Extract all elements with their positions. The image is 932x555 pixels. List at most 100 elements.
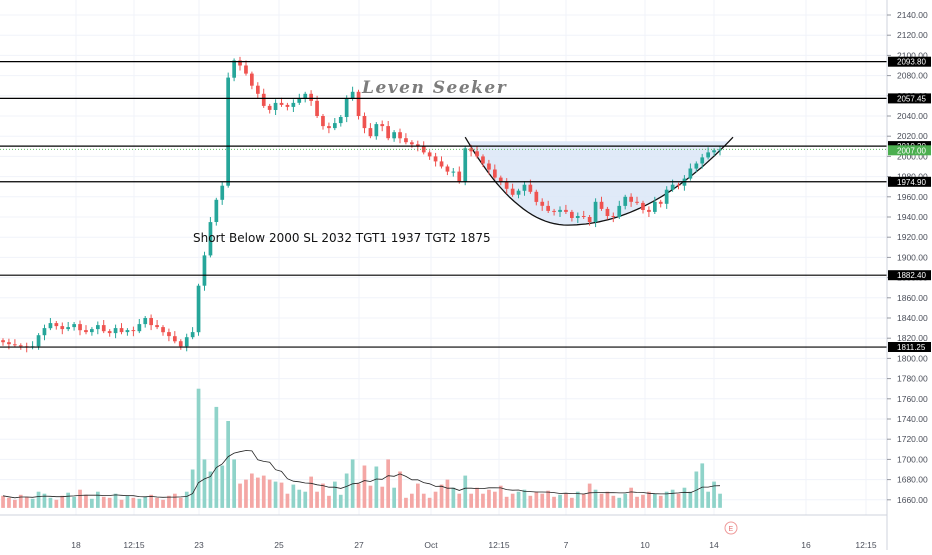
volume-bar <box>149 494 153 508</box>
volume-bar <box>297 489 302 508</box>
volume-bar <box>510 493 515 508</box>
candle-body <box>113 328 118 334</box>
candle-body <box>344 98 349 117</box>
volume-bar <box>653 493 657 508</box>
x-tick-label: 12:15 <box>488 540 510 550</box>
y-tick-label: 1840.00 <box>897 313 928 323</box>
volume-bar <box>220 465 225 508</box>
timezone-icon[interactable]: E <box>724 521 738 535</box>
candle-body <box>161 327 165 333</box>
volume-bar <box>534 491 539 508</box>
volume-bar <box>392 487 396 508</box>
candle-body <box>546 205 550 211</box>
candle-body <box>688 168 693 179</box>
candle-body <box>279 102 284 105</box>
svg-text:E: E <box>729 526 734 533</box>
candle-body <box>184 337 189 347</box>
price-tags: 2093.802057.452010.201974.901882.401811.… <box>888 56 931 352</box>
level-price-tag <box>888 176 931 187</box>
candle-body <box>48 323 53 329</box>
candle-body <box>220 185 225 200</box>
candle-body <box>101 325 106 332</box>
volume-bar <box>504 496 509 508</box>
candle-body <box>593 201 598 222</box>
y-tick-label: 1900.00 <box>897 252 928 262</box>
volume-bar <box>344 473 349 508</box>
candle-body <box>7 342 11 345</box>
candle-body <box>410 142 414 145</box>
y-tick-label: 2020.00 <box>897 131 928 141</box>
candle-body <box>208 222 213 256</box>
candle-body <box>78 324 82 331</box>
volume-bar <box>202 459 207 508</box>
y-tick-label: 1920.00 <box>897 232 928 242</box>
volume-bar <box>303 491 308 508</box>
candle-body <box>587 217 592 223</box>
candle-body <box>368 128 373 137</box>
volume-bar <box>540 493 545 508</box>
volume-bar <box>611 495 616 508</box>
level-price-label: 2057.45 <box>897 94 926 103</box>
candle-body <box>356 91 361 116</box>
volume-bar <box>143 496 148 508</box>
candle-body <box>469 148 473 152</box>
volume-ma-line <box>2 450 721 499</box>
candle-body <box>670 184 675 190</box>
x-tick-label: 7 <box>564 540 569 550</box>
candle-body <box>54 323 59 327</box>
candle-body <box>72 324 76 328</box>
candle-body <box>564 209 568 212</box>
volume-bar <box>658 495 663 508</box>
volume-bar <box>469 493 473 508</box>
x-tick-label: 12:15 <box>855 540 877 550</box>
x-tick-label: 16 <box>801 540 811 550</box>
level-price-label: 1974.90 <box>897 178 926 187</box>
candle-body <box>552 210 556 212</box>
candle-body <box>653 201 657 212</box>
level-price-tag <box>888 270 931 281</box>
candle-body <box>250 73 254 86</box>
candle-body <box>303 93 308 99</box>
volume-bar <box>664 491 669 508</box>
volume-bar <box>250 473 254 508</box>
volume-bar <box>66 492 70 508</box>
volume-bar <box>368 485 373 508</box>
volume-bar <box>617 497 622 508</box>
level-price-tag <box>888 342 931 352</box>
candle-body <box>416 144 420 147</box>
volume-bar <box>386 459 390 508</box>
volume-bar <box>315 491 319 508</box>
volume-bar <box>481 493 485 508</box>
y-tick-label: 1860.00 <box>897 293 928 303</box>
y-tick-label: 1960.00 <box>897 192 928 202</box>
candle-body <box>178 341 183 347</box>
volume-bar <box>30 498 35 508</box>
candle-body <box>256 85 260 94</box>
candle-body <box>380 124 385 127</box>
candle-body <box>155 325 159 328</box>
volume-bar <box>273 481 278 508</box>
volume-bar <box>493 491 497 508</box>
volume-bar <box>333 481 337 508</box>
volume-bar <box>516 491 521 508</box>
volume-bar <box>7 497 11 508</box>
volume-bar <box>178 497 183 508</box>
volume-bar <box>125 495 130 508</box>
candle-body <box>575 216 580 218</box>
volume-bar <box>528 495 533 508</box>
y-tick-label: 1660.00 <box>897 495 928 505</box>
volume-bar <box>439 484 444 508</box>
current-price-label: 2007.00 <box>897 146 926 155</box>
candle-body <box>214 199 219 222</box>
volume-bar <box>416 483 420 508</box>
candle-body <box>647 209 651 212</box>
candle-body <box>427 152 432 157</box>
volume-bar <box>433 491 438 508</box>
y-tick-label: 1740.00 <box>897 414 928 424</box>
candle-body <box>558 209 562 212</box>
volume-bar <box>214 406 219 508</box>
x-tick-label: 23 <box>194 540 204 550</box>
volume-bar <box>119 499 124 508</box>
